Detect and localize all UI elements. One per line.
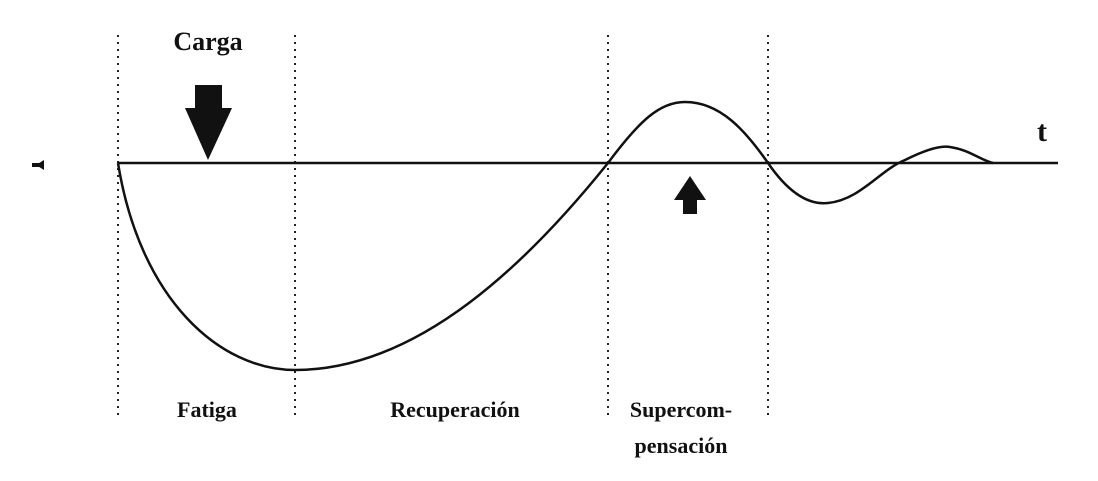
phase-label: Recuperación: [390, 397, 520, 422]
time-axis-label: t: [1037, 115, 1047, 148]
axis-marker: [32, 160, 44, 170]
load-label: Carga: [173, 27, 242, 56]
load-arrow: [185, 85, 232, 160]
phase-label: pensación: [635, 433, 728, 458]
phase-label: Supercom-: [630, 397, 732, 422]
supercompensation-arrow: [674, 176, 706, 214]
phase-label: Fatiga: [177, 397, 237, 422]
adaptation-curve: [116, 100, 994, 372]
